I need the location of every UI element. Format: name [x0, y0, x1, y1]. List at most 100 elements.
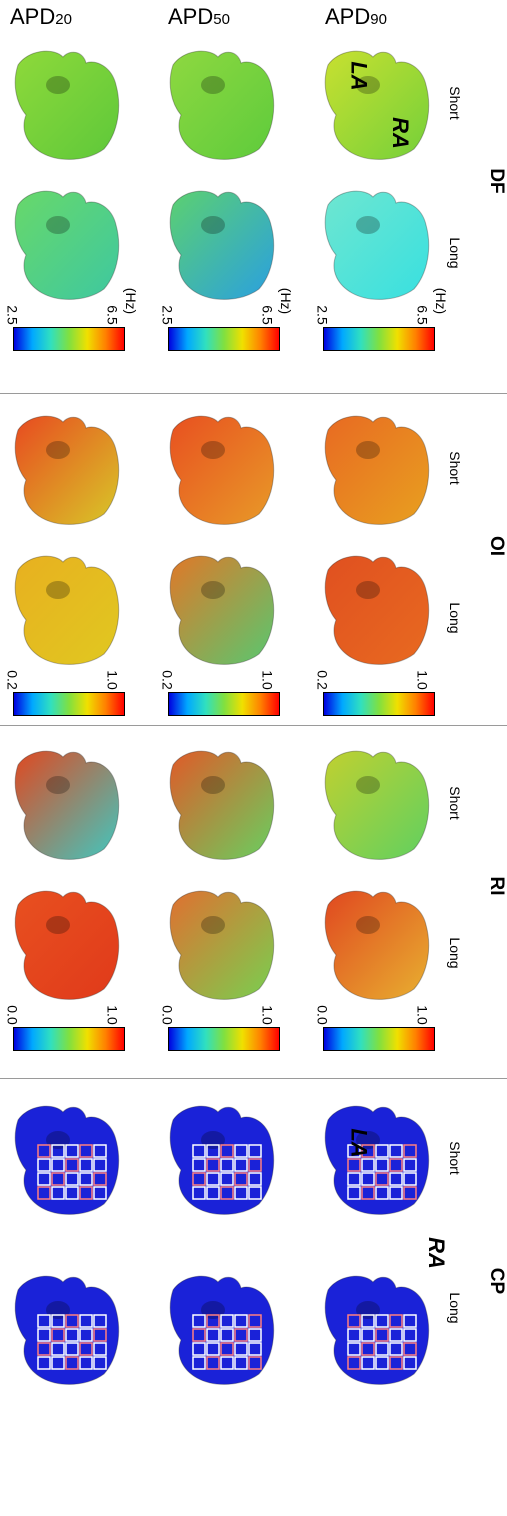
cp-grid-cell [79, 1356, 93, 1370]
atrium-map [324, 190, 430, 300]
atrium-map [324, 415, 430, 525]
atrium-map [169, 1275, 275, 1385]
cp-grid-cell [389, 1158, 403, 1172]
cp-grid-cell [375, 1144, 389, 1158]
cp-grid-cell [37, 1342, 51, 1356]
cp-grid-cell [389, 1186, 403, 1200]
atrium-surface [324, 1105, 430, 1215]
atrium-surface [324, 890, 430, 1000]
cp-grid-cell [234, 1328, 248, 1342]
column-header-sub: 50 [213, 11, 230, 28]
colorbar-min-label: 0.0 [159, 1005, 176, 1025]
cp-grid-cell [361, 1328, 375, 1342]
cp-grid-cell [192, 1328, 206, 1342]
cp-grid-cell [65, 1342, 79, 1356]
atrium-map [169, 890, 275, 1000]
atrium-map [14, 750, 120, 860]
atrium-surface [169, 555, 275, 665]
cp-grid-cell [65, 1356, 79, 1370]
colorbar [323, 1027, 435, 1051]
valve-opening [201, 76, 225, 94]
column-header-main: APD [325, 4, 371, 29]
cp-grid-cell [206, 1186, 220, 1200]
cp-grid-cell [206, 1342, 220, 1356]
colorbar-min-label: 0.0 [314, 1005, 331, 1025]
map-long [163, 1270, 283, 1395]
cp-grid-cell [37, 1314, 51, 1328]
valve-opening [201, 776, 225, 794]
cp-grid-cell [220, 1172, 234, 1186]
cp-grid-cell [65, 1158, 79, 1172]
colorbar [323, 327, 435, 351]
colorbar [13, 1027, 125, 1051]
atrium-surface [14, 1275, 120, 1385]
cp-grid-cell [403, 1186, 417, 1200]
atrium-surface [14, 1105, 120, 1215]
atrium-map [14, 50, 120, 160]
cp-grid-cell [206, 1158, 220, 1172]
cp-grid-cell [79, 1328, 93, 1342]
cp-grid-cell [65, 1172, 79, 1186]
atrium-map [14, 555, 120, 665]
colorbar-min-label: 0.2 [314, 670, 331, 690]
cp-grid-cell [93, 1186, 107, 1200]
atrium-surface [169, 50, 275, 160]
valve-opening [46, 216, 70, 234]
cp-grid-cell [234, 1172, 248, 1186]
cp-grid-cell [79, 1186, 93, 1200]
condition-label-short: Short [447, 451, 463, 485]
column-header-apd50: APD50 [168, 4, 230, 30]
map-short [318, 745, 438, 870]
cp-grid-cell [248, 1144, 262, 1158]
cp-grid-cell [192, 1356, 206, 1370]
cp-grid-cell [389, 1328, 403, 1342]
cp-grid-cell [347, 1328, 361, 1342]
valve-opening [46, 441, 70, 459]
cp-grid-cell [234, 1314, 248, 1328]
cp-grid-cell [403, 1144, 417, 1158]
colorbar [13, 327, 125, 351]
cp-grid-cell [220, 1186, 234, 1200]
cp-grid-cell [37, 1328, 51, 1342]
condition-label-long: Long [447, 602, 463, 634]
map-short [318, 1100, 438, 1225]
column-header-apd90: APD90 [325, 4, 387, 30]
panel-title-oi: OI [486, 535, 507, 557]
cp-grid-cell [51, 1158, 65, 1172]
cp-grid-cell [234, 1342, 248, 1356]
atrium-surface [324, 190, 430, 300]
cp-grid-cell [361, 1172, 375, 1186]
cp-grid-cell [37, 1356, 51, 1370]
atrium-map [169, 750, 275, 860]
panel-title-ri: RI [486, 876, 507, 896]
valve-opening [356, 776, 380, 794]
cp-grid-cell [389, 1144, 403, 1158]
cp-grid-cell [65, 1144, 79, 1158]
cp-grid-cell [51, 1144, 65, 1158]
colorbar [323, 692, 435, 716]
map-short [8, 745, 128, 870]
cp-grid-cell [93, 1158, 107, 1172]
cp-grid-cell [51, 1172, 65, 1186]
atrium-surface [324, 415, 430, 525]
colorbar-unit-label: (Hz) [278, 287, 295, 315]
colorbar-max-label: 1.0 [259, 670, 276, 690]
atrium-surface [324, 750, 430, 860]
cp-grid-cell [234, 1158, 248, 1172]
cp-grid-cell [93, 1314, 107, 1328]
cp-grid-cell [51, 1342, 65, 1356]
atrium-map [14, 415, 120, 525]
atrium-map [324, 1105, 430, 1215]
valve-opening [46, 916, 70, 934]
cp-grid-cell [347, 1158, 361, 1172]
condition-label-short: Short [447, 786, 463, 820]
condition-label-long: Long [447, 237, 463, 269]
cp-grid-cell [389, 1172, 403, 1186]
cp-grid-cell [192, 1172, 206, 1186]
column-header-sub: 90 [370, 11, 387, 28]
cp-grid-cell [347, 1144, 361, 1158]
atrium-surface [169, 1105, 275, 1215]
cp-grid-cell [93, 1356, 107, 1370]
cp-grid-cell [248, 1158, 262, 1172]
cp-grid-cell [361, 1158, 375, 1172]
